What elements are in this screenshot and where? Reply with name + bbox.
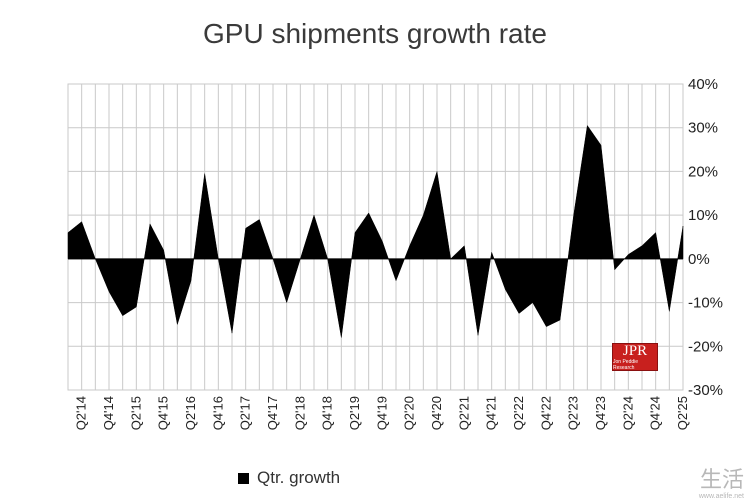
y-tick-label: 0% bbox=[688, 251, 710, 268]
x-tick-label: Q2'18 bbox=[292, 396, 307, 430]
x-tick-label: Q4'21 bbox=[484, 396, 499, 430]
x-tick-label: Q2'21 bbox=[456, 396, 471, 430]
area-layer bbox=[67, 124, 684, 338]
x-tick-label: Q2'16 bbox=[183, 396, 198, 430]
x-tick-label: Q4'20 bbox=[429, 396, 444, 430]
x-tick-label: Q4'17 bbox=[265, 396, 280, 430]
legend-label: Qtr. growth bbox=[257, 468, 341, 487]
y-tick-label: -30% bbox=[688, 382, 723, 399]
x-tick-label: Q2'24 bbox=[620, 396, 635, 430]
x-tick-label: Q2'25 bbox=[675, 396, 690, 430]
x-tick-label: Q4'23 bbox=[593, 396, 608, 430]
watermark: 生活 www.aelife.net bbox=[698, 468, 744, 501]
x-tick-label: Q4'24 bbox=[648, 396, 663, 430]
y-tick-label: 10% bbox=[688, 207, 718, 224]
x-tick-label: Q2'22 bbox=[511, 396, 526, 430]
logo-text: JPR bbox=[622, 342, 648, 359]
jpr-logo: JPR Jon Peddie Research bbox=[612, 343, 658, 371]
x-tick-label: Q2'14 bbox=[74, 396, 89, 430]
legend-swatch bbox=[238, 472, 249, 484]
x-tick-label: Q2'23 bbox=[566, 396, 581, 430]
x-tick-label: Q4'18 bbox=[320, 396, 335, 430]
legend: Qtr. growth bbox=[238, 468, 340, 488]
y-tick-label: 40% bbox=[688, 76, 718, 93]
watermark-subtext: www.aelife.net bbox=[698, 493, 744, 500]
logo-subtext: Jon Peddie Research bbox=[613, 358, 639, 371]
y-tick-label: 20% bbox=[688, 163, 718, 180]
x-tick-label: Q2'15 bbox=[128, 396, 143, 430]
x-tick-label: Q4'14 bbox=[101, 396, 116, 430]
y-tick-label: 30% bbox=[688, 120, 718, 137]
x-tick-label: Q4'19 bbox=[374, 396, 389, 430]
x-tick-label: Q2'19 bbox=[347, 396, 362, 430]
y-tick-label: -10% bbox=[688, 295, 723, 312]
watermark-text: 生活 bbox=[699, 468, 744, 493]
chart-title: GPU shipments growth rate bbox=[203, 18, 547, 49]
y-axis-tick-labels: 40% 30% 20% 10% 0% -10% -20% -30% bbox=[688, 76, 723, 399]
x-tick-label: Q4'15 bbox=[156, 396, 171, 430]
x-tick-label: Q4'16 bbox=[210, 396, 225, 430]
x-axis-tick-labels: Q2'14 Q4'14 Q2'15 Q4'15 Q2'16 Q4'16 Q2'17 Q4'17… bbox=[74, 396, 690, 430]
y-tick-label: -20% bbox=[688, 338, 723, 355]
x-tick-label: Q4'22 bbox=[538, 396, 553, 430]
x-tick-label: Q2'17 bbox=[238, 396, 253, 430]
series-area-qtr-growth bbox=[67, 124, 684, 338]
x-tick-label: Q2'20 bbox=[402, 396, 417, 430]
